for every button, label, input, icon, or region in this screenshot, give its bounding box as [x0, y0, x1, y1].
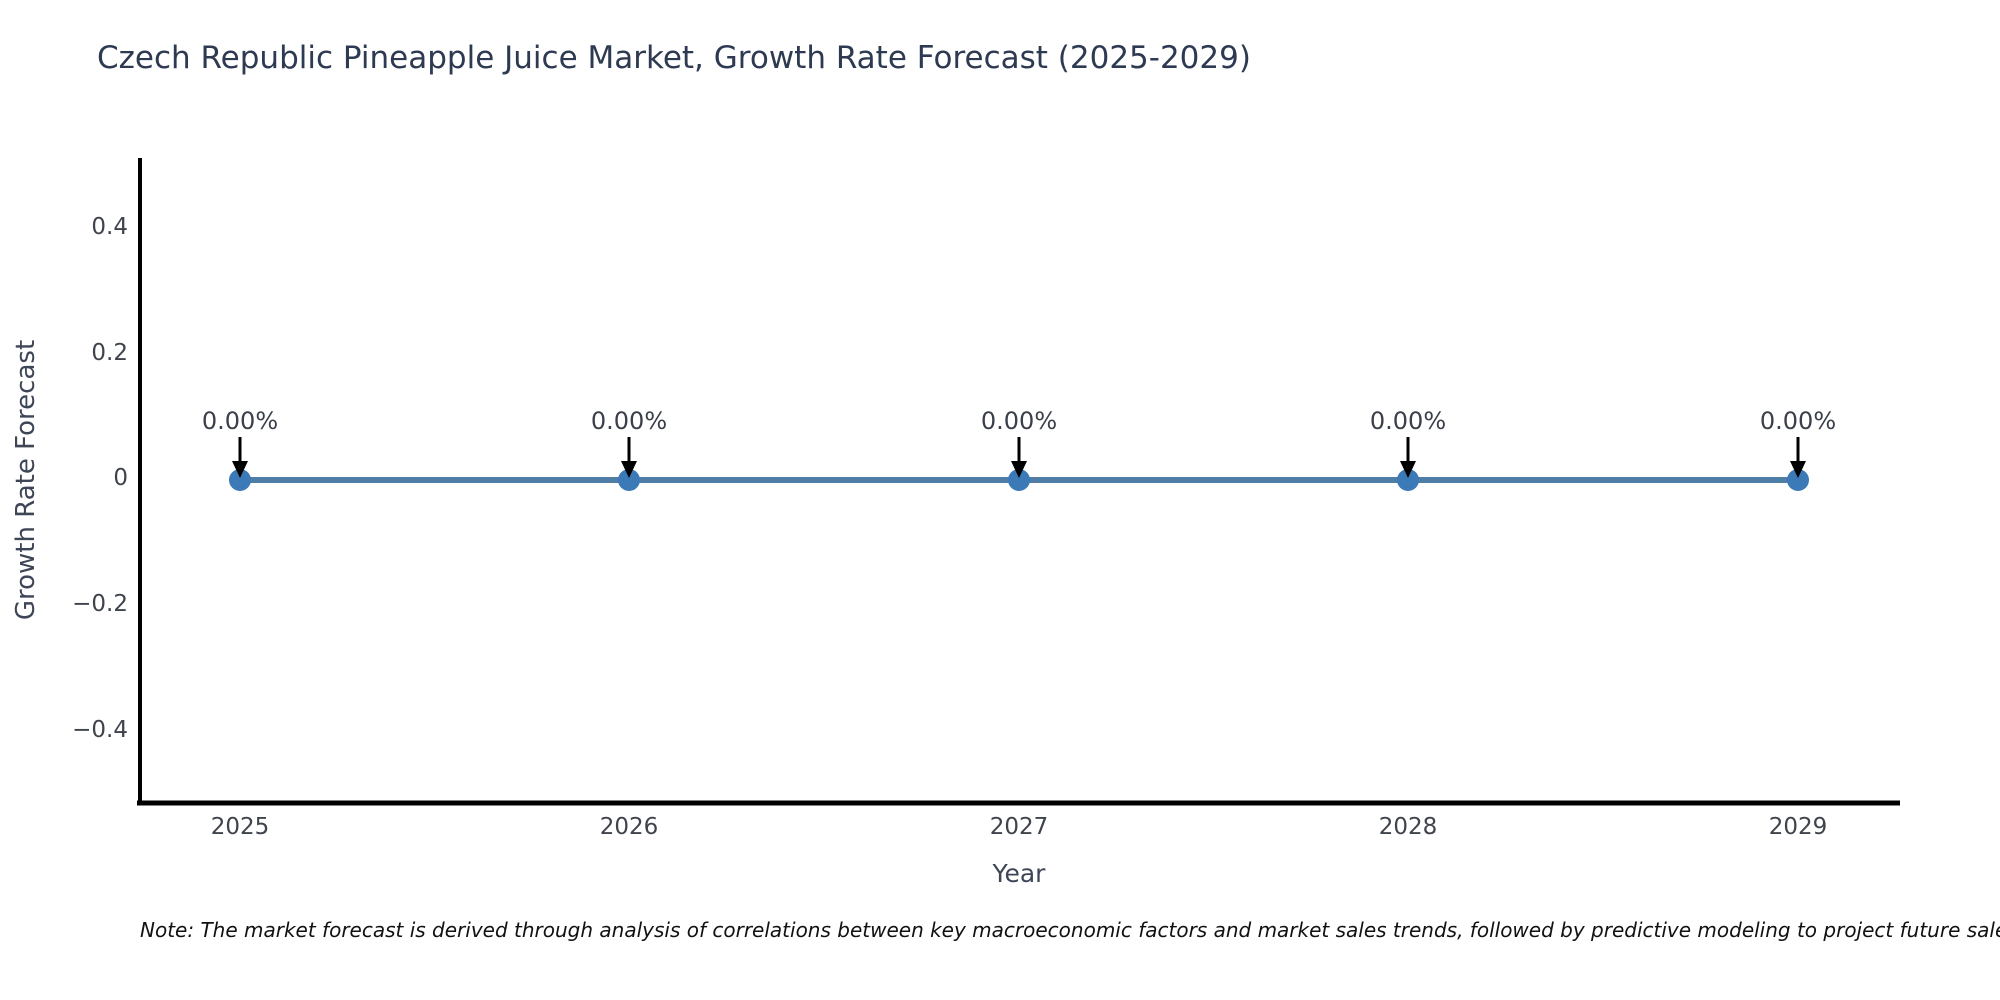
y-tick-label: −0.4: [72, 717, 128, 743]
y-tick-label: 0.2: [91, 340, 128, 366]
x-tick-label: 2027: [989, 814, 1049, 840]
data-point-marker-2029: [1787, 469, 1809, 491]
chart-title: Czech Republic Pineapple Juice Market, G…: [97, 40, 1251, 76]
x-axis-title: Year: [992, 859, 1046, 888]
data-point-label: 0.00%: [1759, 407, 1837, 435]
arrow-head: [1400, 461, 1416, 478]
footnote: Note: The market forecast is derived thr…: [140, 918, 2000, 942]
arrow-head: [1790, 461, 1806, 478]
annotation-arrow-2026: [621, 437, 637, 478]
data-point-label: 0.00%: [201, 407, 279, 435]
annotation-arrow-2029: [1790, 437, 1806, 478]
x-tick-label: 2026: [599, 814, 659, 840]
data-point-marker-2027: [1008, 469, 1030, 491]
annotation-arrow-2027: [1011, 437, 1027, 478]
data-point-marker-2025: [229, 469, 251, 491]
y-tick-label: −0.2: [72, 591, 128, 617]
data-point-marker-2026: [618, 469, 640, 491]
data-point-label: 0.00%: [1369, 407, 1447, 435]
arrow-head: [1011, 461, 1027, 478]
y-tick-label: 0.4: [91, 214, 128, 240]
annotation-arrow-2028: [1400, 437, 1416, 478]
x-tick-label: 2028: [1378, 814, 1438, 840]
arrow-head: [621, 461, 637, 478]
x-tick-label: 2025: [210, 814, 270, 840]
x-tick-label: 2029: [1768, 814, 1828, 840]
y-axis-title: Growth Rate Forecast: [11, 339, 41, 621]
arrow-head: [232, 461, 248, 478]
data-point-label: 0.00%: [980, 407, 1058, 435]
data-point-marker-2028: [1397, 469, 1419, 491]
y-tick-label: 0: [113, 465, 128, 491]
data-point-label: 0.00%: [590, 407, 668, 435]
annotation-arrow-2025: [232, 437, 248, 478]
